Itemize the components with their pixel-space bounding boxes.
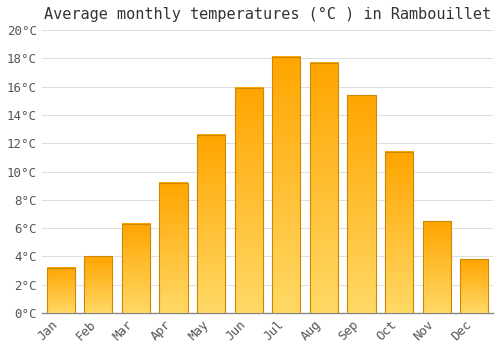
Bar [422,221,451,313]
Bar [46,268,74,313]
Bar [197,135,225,313]
Bar [348,95,376,313]
Bar [272,57,300,313]
Bar [310,63,338,313]
Bar [160,183,188,313]
Bar [234,88,262,313]
Bar [84,257,112,313]
Bar [385,152,413,313]
Title: Average monthly temperatures (°C ) in Rambouillet: Average monthly temperatures (°C ) in Ra… [44,7,491,22]
Bar [122,224,150,313]
Bar [460,259,488,313]
